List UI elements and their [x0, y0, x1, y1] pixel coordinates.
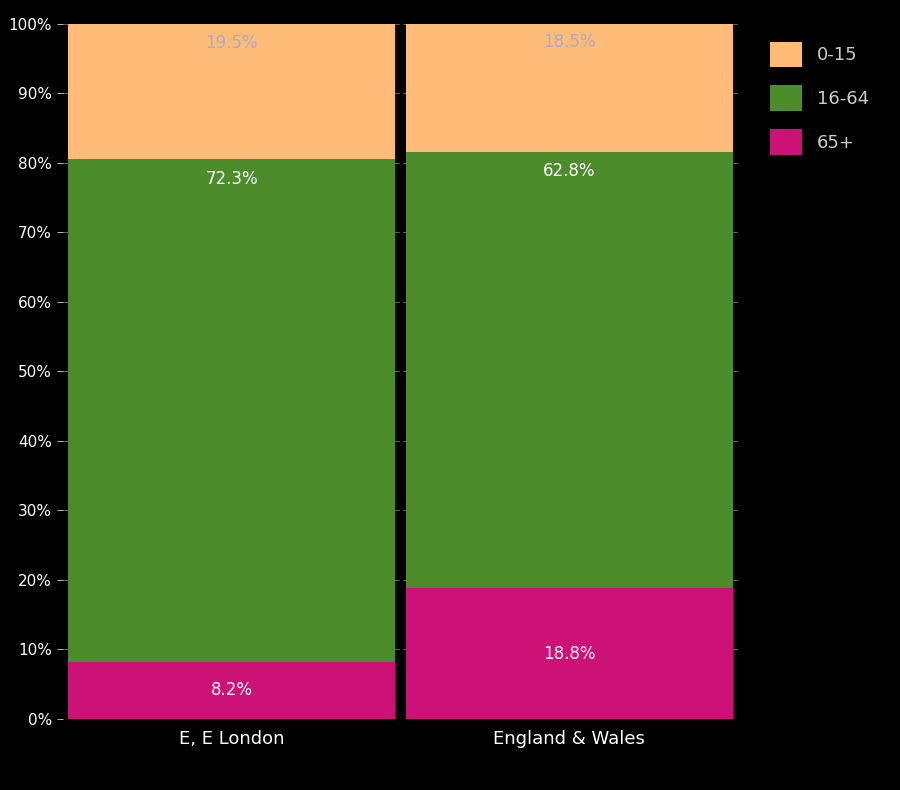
Text: 8.2%: 8.2%	[211, 682, 253, 699]
Text: 18.5%: 18.5%	[543, 33, 596, 51]
Bar	[68, 160, 395, 662]
Text: 18.8%: 18.8%	[543, 645, 596, 663]
Bar	[406, 23, 733, 152]
Bar	[406, 152, 733, 589]
Text: 72.3%: 72.3%	[205, 170, 258, 188]
Legend: 0-15, 16-64, 65+: 0-15, 16-64, 65+	[760, 32, 878, 164]
Text: 62.8%: 62.8%	[543, 162, 596, 180]
Bar	[68, 24, 395, 160]
Text: 19.5%: 19.5%	[205, 34, 258, 52]
Bar	[68, 662, 395, 719]
Bar	[406, 589, 733, 719]
